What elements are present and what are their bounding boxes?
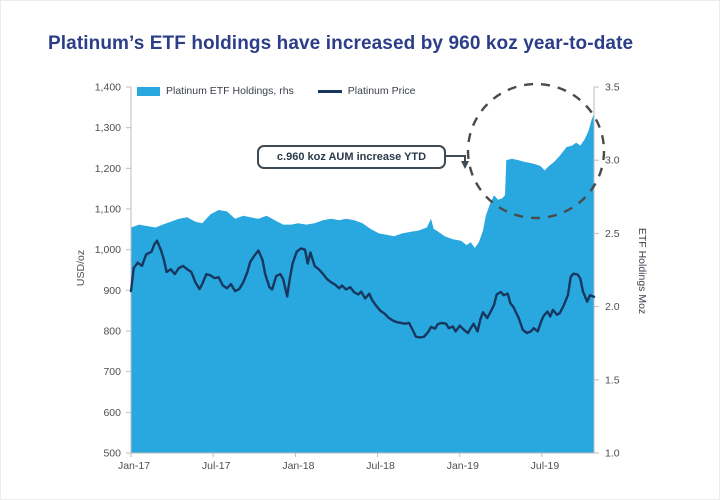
- right-axis-tick-label: 1.5: [605, 374, 620, 386]
- right-axis-title: ETF Holdings Moz: [636, 227, 648, 315]
- legend-label-platinum-price: Platinum Price: [347, 85, 416, 97]
- legend-label-etf-holdings: Platinum ETF Holdings, rhs: [166, 85, 294, 97]
- right-axis-tick-label: 2.5: [605, 228, 620, 240]
- platinum-price-swatch-icon: [317, 89, 342, 93]
- left-axis-tick-label: 600: [103, 407, 121, 419]
- left-axis-tick-label: 1,000: [95, 244, 121, 256]
- x-axis-tick-label: Jan-19: [447, 460, 479, 472]
- annotation-arrow-head-icon: [461, 161, 469, 169]
- left-axis-tick-label: 700: [103, 366, 121, 378]
- left-axis-title: USD/oz: [75, 249, 87, 287]
- etf-holdings-swatch-icon: [137, 86, 160, 96]
- left-axis-tick-label: 1,300: [95, 122, 121, 134]
- annotation-arrow: [446, 155, 466, 161]
- left-axis-tick-label: 1,100: [95, 204, 121, 216]
- right-axis-tick-label: 1.0: [605, 448, 620, 460]
- x-axis-tick-label: Jul-17: [202, 460, 231, 472]
- left-axis-tick-label: 500: [103, 448, 121, 460]
- left-axis-tick-label: 1,200: [95, 163, 121, 175]
- chart-legend: Platinum ETF Holdings, rhs Platinum Pric…: [137, 85, 416, 97]
- left-axis-tick-label: 1,400: [95, 82, 121, 94]
- right-axis-tick-label: 2.0: [605, 301, 620, 313]
- x-axis-tick-label: Jul-19: [531, 460, 560, 472]
- x-axis-tick-label: Jan-17: [118, 460, 150, 472]
- left-axis-tick-label: 900: [103, 285, 121, 297]
- platinum-price-line: [129, 239, 596, 339]
- etf-holdings-area: [131, 113, 594, 454]
- right-axis-tick-label: 3.5: [605, 82, 620, 94]
- right-axis-tick-label: 3.0: [605, 155, 620, 167]
- annotation-callout: c.960 koz AUM increase YTD: [257, 145, 446, 169]
- left-axis-tick-label: 800: [103, 326, 121, 338]
- highlight-circle: [466, 82, 606, 220]
- page-title: Platinum’s ETF holdings have increased b…: [48, 33, 634, 54]
- x-axis-tick-label: Jan-18: [282, 460, 314, 472]
- x-axis-tick-label: Jul-18: [366, 460, 395, 472]
